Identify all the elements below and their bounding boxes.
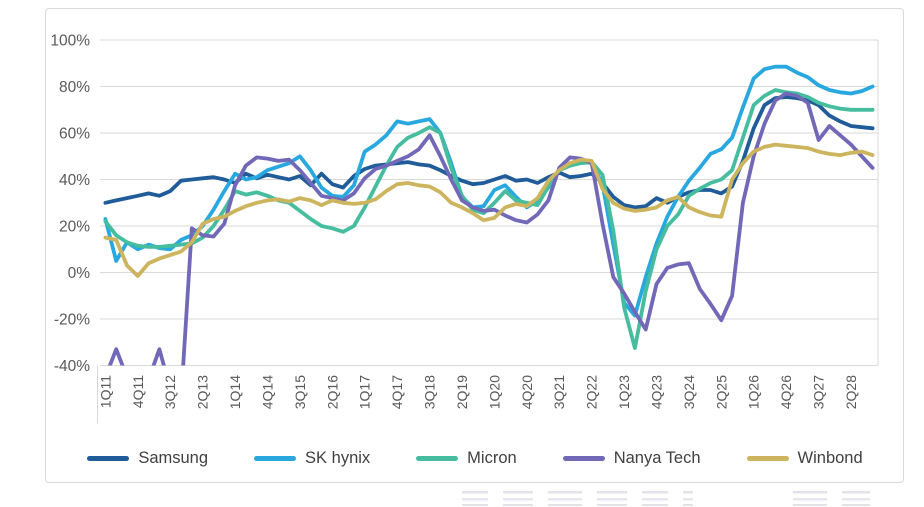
watermark-glyph (548, 491, 582, 507)
clipped-watermark-fragment (462, 491, 924, 507)
x-tick-label: 2Q13 (195, 375, 211, 409)
y-axis-labels: 100% 80% 60% 40% 20% 0% -20% -40% (50, 33, 90, 376)
y-tick-label: 20% (59, 219, 90, 236)
watermark-glyph (597, 491, 627, 507)
x-axis-labels: 1Q11 4Q11 3Q12 2Q13 1Q14 4Q14 3Q15 2Q16 1Q17 4Q17… (97, 375, 859, 409)
legend-line-swatch (562, 456, 605, 461)
x-tick-label: 3Q27 (811, 375, 827, 409)
y-tick-label: 60% (59, 126, 90, 143)
legend-line-swatch (254, 456, 297, 461)
x-tick-label: 1Q17 (357, 375, 373, 409)
x-tick-label: 1Q23 (616, 375, 632, 409)
legend-label: SK hynix (305, 449, 371, 467)
x-tick-label: 4Q20 (519, 375, 535, 409)
x-tick-label: 4Q14 (260, 375, 276, 409)
x-tick-label: 3Q21 (551, 375, 567, 409)
watermark-glyph (793, 491, 827, 507)
x-tick-label: 4Q11 (130, 375, 146, 408)
watermark-glyph (683, 491, 693, 507)
watermark-glyph (842, 491, 870, 507)
x-tick-label: 2Q16 (324, 375, 340, 409)
series-line-nanya-tech (107, 91, 875, 366)
legend-item-nanya-tech: Nanya Tech (562, 449, 701, 468)
y-tick-label: 100% (50, 33, 90, 50)
legend-line-swatch (416, 456, 459, 461)
legend-label: Micron (467, 449, 517, 467)
legend-line-swatch (746, 456, 789, 461)
legend-label: Samsung (138, 449, 209, 467)
legend-item-winbond: Winbond (746, 449, 863, 468)
x-tick-label: 2Q19 (454, 375, 470, 409)
x-tick-label: 2Q22 (584, 375, 600, 409)
x-tick-label: 4Q17 (389, 375, 405, 409)
legend-label: Nanya Tech (613, 449, 701, 467)
legend-item-micron: Micron (416, 449, 517, 468)
watermark-glyph (462, 491, 488, 507)
gridlines (97, 39, 879, 424)
x-tick-label: 1Q20 (486, 375, 502, 409)
y-tick-label: 0% (68, 265, 91, 282)
y-tick-label: 40% (59, 172, 90, 189)
legend-label: Winbond (797, 449, 863, 467)
x-tick-label: 4Q23 (649, 375, 665, 409)
y-tick-label: -40% (54, 358, 90, 375)
watermark-gap (708, 491, 778, 507)
y-tick-label: -20% (54, 312, 90, 329)
legend-item-sk-hynix: SK hynix (254, 449, 370, 468)
x-tick-label: 1Q14 (227, 375, 243, 409)
x-tick-label: 1Q11 (97, 375, 113, 408)
x-tick-label: 2Q25 (713, 375, 729, 409)
chart-legend: Samsung SK hynix Micron Nanya Tech Winbond (45, 449, 905, 468)
watermark-glyph (642, 491, 668, 507)
x-tick-label: 2Q28 (843, 375, 859, 409)
legend-line-swatch (87, 456, 130, 461)
y-tick-label: 80% (59, 79, 90, 96)
x-tick-label: 3Q18 (422, 375, 438, 409)
series-line-samsung (103, 95, 875, 210)
x-tick-label: 4Q26 (778, 375, 794, 409)
legend-item-samsung: Samsung (87, 449, 208, 468)
watermark-glyph (503, 491, 533, 507)
x-tick-label: 3Q12 (162, 375, 178, 409)
x-tick-label: 1Q26 (746, 375, 762, 409)
x-tick-label: 3Q24 (681, 375, 697, 409)
x-tick-label: 3Q15 (292, 375, 308, 409)
series-line-winbond (103, 142, 875, 278)
series-line-sk-hynix (103, 64, 875, 318)
